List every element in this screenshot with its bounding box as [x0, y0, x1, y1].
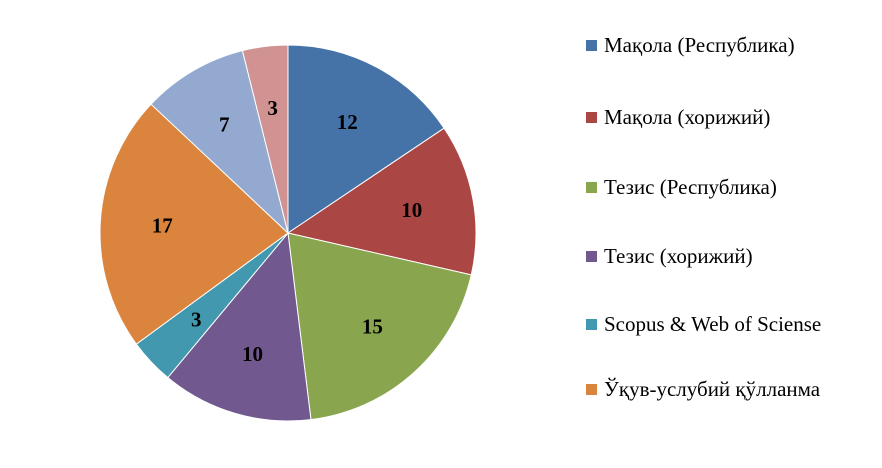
- legend-item: Мақола (хорижий): [586, 105, 864, 129]
- pie-slices: [99, 44, 477, 422]
- legend-item: Тезис (Республика): [586, 175, 864, 199]
- legend-label: Ўқув-услубий қўлланма: [604, 377, 821, 401]
- pie-data-label: 10: [242, 342, 263, 366]
- legend-swatch: [586, 112, 597, 123]
- pie-slice: [167, 231, 312, 422]
- pie-data-label: 15: [362, 315, 383, 339]
- pie-data-label: 7: [219, 112, 230, 136]
- pie-slice: [287, 232, 472, 421]
- legend-swatch: [586, 384, 597, 395]
- pie-slice: [286, 127, 477, 276]
- pie-data-label: 10: [401, 198, 422, 222]
- pie-data-label: 17: [152, 213, 173, 237]
- pie-data-label: 3: [191, 307, 202, 331]
- legend-label: Тезис (Республика): [604, 175, 777, 199]
- legend-label: Мақола (хорижий): [604, 105, 771, 129]
- legend-item: Мақола (Республика): [586, 33, 864, 57]
- pie-slice: [241, 44, 289, 234]
- legend-swatch: [586, 40, 597, 51]
- pie-slice: [99, 103, 289, 345]
- pie-data-label: 3: [267, 96, 278, 120]
- legend-item: Scopus & Web of Sciense: [586, 312, 864, 336]
- pie-data-label: 12: [337, 110, 358, 134]
- legend-label: Мақола (Республика): [604, 33, 795, 57]
- legend-item: Ўқув-услубий қўлланма: [586, 377, 864, 401]
- legend-swatch: [586, 251, 597, 262]
- pie-slice: [287, 44, 445, 234]
- legend-label: Scopus & Web of Sciense: [604, 312, 822, 336]
- legend-item: Тезис (хорижий): [586, 244, 864, 268]
- legend-swatch: [586, 319, 597, 330]
- pie-data-labels: 12 10 15 10 3 17 7 3: [152, 96, 422, 366]
- legend-swatch: [586, 182, 597, 193]
- legend-label: Тезис (хорижий): [604, 244, 753, 268]
